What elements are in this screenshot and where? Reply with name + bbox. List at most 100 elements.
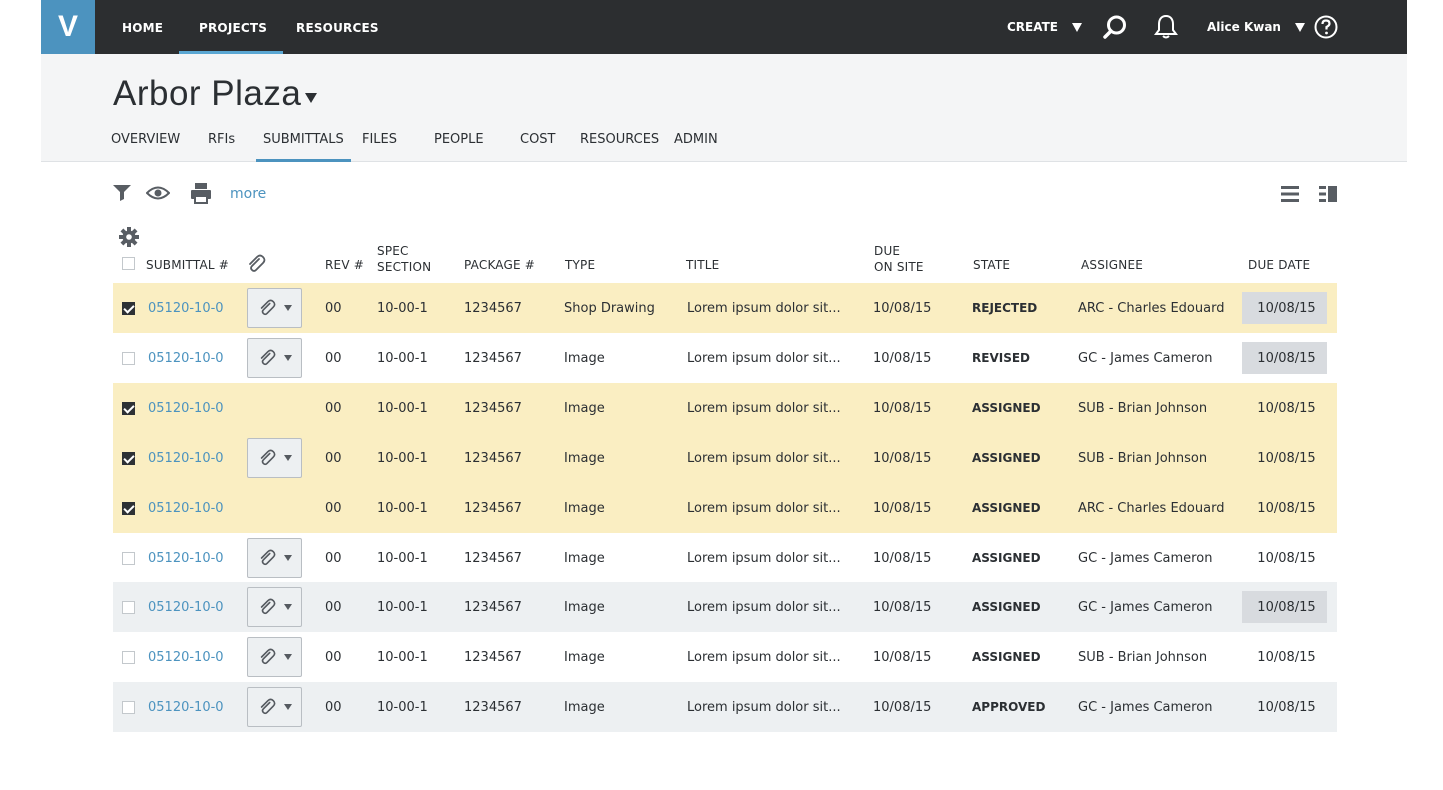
table-row[interactable]: 05120-10-0 00 10-00-1 1234567 Image Lorem ips… — [113, 433, 1337, 483]
assignee-cell: GC - James Cameron — [1078, 599, 1213, 615]
header-title[interactable]: TITLE — [686, 258, 720, 272]
tab-people[interactable]: PEOPLE — [434, 132, 484, 147]
tab-submittals[interactable]: SUBMITTALS — [256, 132, 351, 162]
visibility-button[interactable] — [146, 184, 170, 202]
submittal-number-link[interactable]: 05120-10-0 — [148, 400, 224, 416]
submittal-number-link[interactable]: 05120-10-0 — [148, 550, 224, 566]
row-checkbox[interactable] — [122, 700, 135, 714]
submittal-number-link[interactable]: 05120-10-0 — [148, 350, 224, 366]
print-icon — [191, 183, 211, 204]
row-checkbox[interactable] — [122, 551, 135, 565]
user-menu[interactable]: Alice Kwan — [1207, 0, 1305, 54]
header-assignee[interactable]: ASSIGNEE — [1081, 258, 1144, 272]
print-button[interactable] — [190, 182, 212, 204]
tab-files[interactable]: FILES — [362, 132, 398, 147]
header-rev[interactable]: REV # — [325, 258, 364, 272]
project-title[interactable]: Arbor Plaza — [113, 74, 302, 113]
row-checkbox[interactable] — [122, 401, 135, 415]
table-row[interactable]: 05120-10-0 00 10-00-1 1234567 Image Lorem ips… — [113, 682, 1337, 732]
spec-section-cell: 10-00-1 — [377, 500, 428, 516]
eye-icon — [146, 186, 170, 200]
submittal-number-link[interactable]: 05120-10-0 — [148, 649, 224, 665]
package-cell: 1234567 — [464, 450, 522, 466]
state-cell: APPROVED — [972, 700, 1046, 714]
help-button[interactable] — [1314, 0, 1338, 54]
search-button[interactable] — [1102, 0, 1128, 54]
header-due-date[interactable]: DUE DATE — [1248, 258, 1311, 272]
header-due-on-site-line2[interactable]: ON SITE — [874, 260, 924, 274]
table-row[interactable]: 05120-10-0 00 10-00-1 1234567 Image Lorem ips… — [113, 632, 1337, 682]
submittal-number-link[interactable]: 05120-10-0 — [148, 300, 224, 316]
attachment-dropdown-button[interactable] — [247, 438, 302, 478]
tab-rfis[interactable]: RFIs — [208, 132, 236, 147]
state-cell: ASSIGNED — [972, 600, 1041, 614]
column-settings-button[interactable] — [118, 226, 140, 248]
submittal-number-link[interactable]: 05120-10-0 — [148, 450, 224, 466]
submittal-number-link[interactable]: 05120-10-0 — [148, 599, 224, 615]
tab-cost[interactable]: COST — [520, 132, 556, 147]
nav-projects[interactable]: PROJECTS — [178, 0, 284, 54]
attachment-dropdown-button[interactable] — [247, 637, 302, 677]
row-checkbox[interactable] — [122, 650, 135, 664]
attachment-dropdown-button[interactable] — [247, 587, 302, 627]
title-cell: Lorem ipsum dolor sit... — [687, 649, 841, 665]
type-cell: Image — [564, 450, 605, 466]
nav-home[interactable]: HOME — [122, 21, 164, 35]
table-row[interactable]: 05120-10-0 00 10-00-1 1234567 Image Lorem ips… — [113, 483, 1337, 533]
chevron-down-icon — [283, 654, 292, 660]
table-row[interactable]: 05120-10-0 00 10-00-1 1234567 Shop Drawing Lo… — [113, 283, 1337, 333]
table-row[interactable]: 05120-10-0 00 10-00-1 1234567 Image Lorem ips… — [113, 533, 1337, 583]
assignee-cell: SUB - Brian Johnson — [1078, 450, 1208, 466]
more-link[interactable]: more — [230, 186, 267, 202]
help-icon — [1314, 15, 1338, 39]
assignee-cell: GC - James Cameron — [1078, 699, 1213, 715]
filter-button[interactable] — [112, 184, 132, 202]
project-switcher-chevron-icon[interactable] — [305, 93, 317, 103]
rev-cell: 00 — [325, 500, 342, 516]
submittal-number-link[interactable]: 05120-10-0 — [148, 500, 224, 516]
paperclip-icon — [260, 698, 275, 715]
split-view-button[interactable] — [1318, 184, 1338, 204]
table-row[interactable]: 05120-10-0 00 10-00-1 1234567 Image Lorem ips… — [113, 333, 1337, 383]
list-view-button[interactable] — [1280, 184, 1300, 204]
header-state[interactable]: STATE — [973, 258, 1011, 272]
due-on-site-cell: 10/08/15 — [873, 550, 932, 566]
header-package[interactable]: PACKAGE # — [464, 258, 536, 272]
due-on-site-cell: 10/08/15 — [873, 500, 932, 516]
header-type[interactable]: TYPE — [565, 258, 596, 272]
row-checkbox[interactable] — [122, 451, 135, 465]
header-spec-line2[interactable]: SECTION — [377, 260, 432, 274]
attachment-dropdown-button[interactable] — [247, 338, 302, 378]
row-checkbox[interactable] — [122, 501, 135, 515]
header-submittal[interactable]: SUBMITTAL # — [146, 258, 230, 272]
header-attachment[interactable] — [246, 254, 266, 274]
type-cell: Image — [564, 649, 605, 665]
rev-cell: 00 — [325, 649, 342, 665]
attachment-dropdown-button[interactable] — [247, 288, 302, 328]
notifications-button[interactable] — [1154, 0, 1178, 54]
table-row[interactable]: 05120-10-0 00 10-00-1 1234567 Image Lorem ips… — [113, 383, 1337, 433]
rev-cell: 00 — [325, 400, 342, 416]
tab-admin[interactable]: ADMIN — [674, 132, 718, 147]
attachment-dropdown-button[interactable] — [247, 538, 302, 578]
paperclip-icon — [260, 299, 275, 316]
app-logo[interactable]: V — [41, 0, 95, 54]
nav-resources[interactable]: RESOURCES — [296, 21, 379, 35]
row-checkbox[interactable] — [122, 600, 135, 614]
attachment-dropdown-button[interactable] — [247, 687, 302, 727]
tab-resources[interactable]: RESOURCES — [580, 132, 660, 147]
due-date-badge: 10/08/15 — [1242, 342, 1327, 374]
row-checkbox[interactable] — [122, 351, 135, 365]
tab-overview[interactable]: OVERVIEW — [111, 132, 181, 147]
submittal-number-link[interactable]: 05120-10-0 — [148, 699, 224, 715]
row-checkbox[interactable] — [122, 301, 135, 315]
create-menu[interactable]: CREATE — [1007, 0, 1082, 54]
due-date-cell: 10/08/15 — [1257, 649, 1316, 665]
package-cell: 1234567 — [464, 649, 522, 665]
header-due-on-site-line1[interactable]: DUE — [874, 244, 901, 258]
select-all-checkbox[interactable] — [122, 257, 135, 270]
table-row[interactable]: 05120-10-0 00 10-00-1 1234567 Image Lorem ips… — [113, 582, 1337, 632]
header-spec-line1[interactable]: SPEC — [377, 244, 409, 258]
type-cell: Image — [564, 400, 605, 416]
title-cell: Lorem ipsum dolor sit... — [687, 599, 841, 615]
